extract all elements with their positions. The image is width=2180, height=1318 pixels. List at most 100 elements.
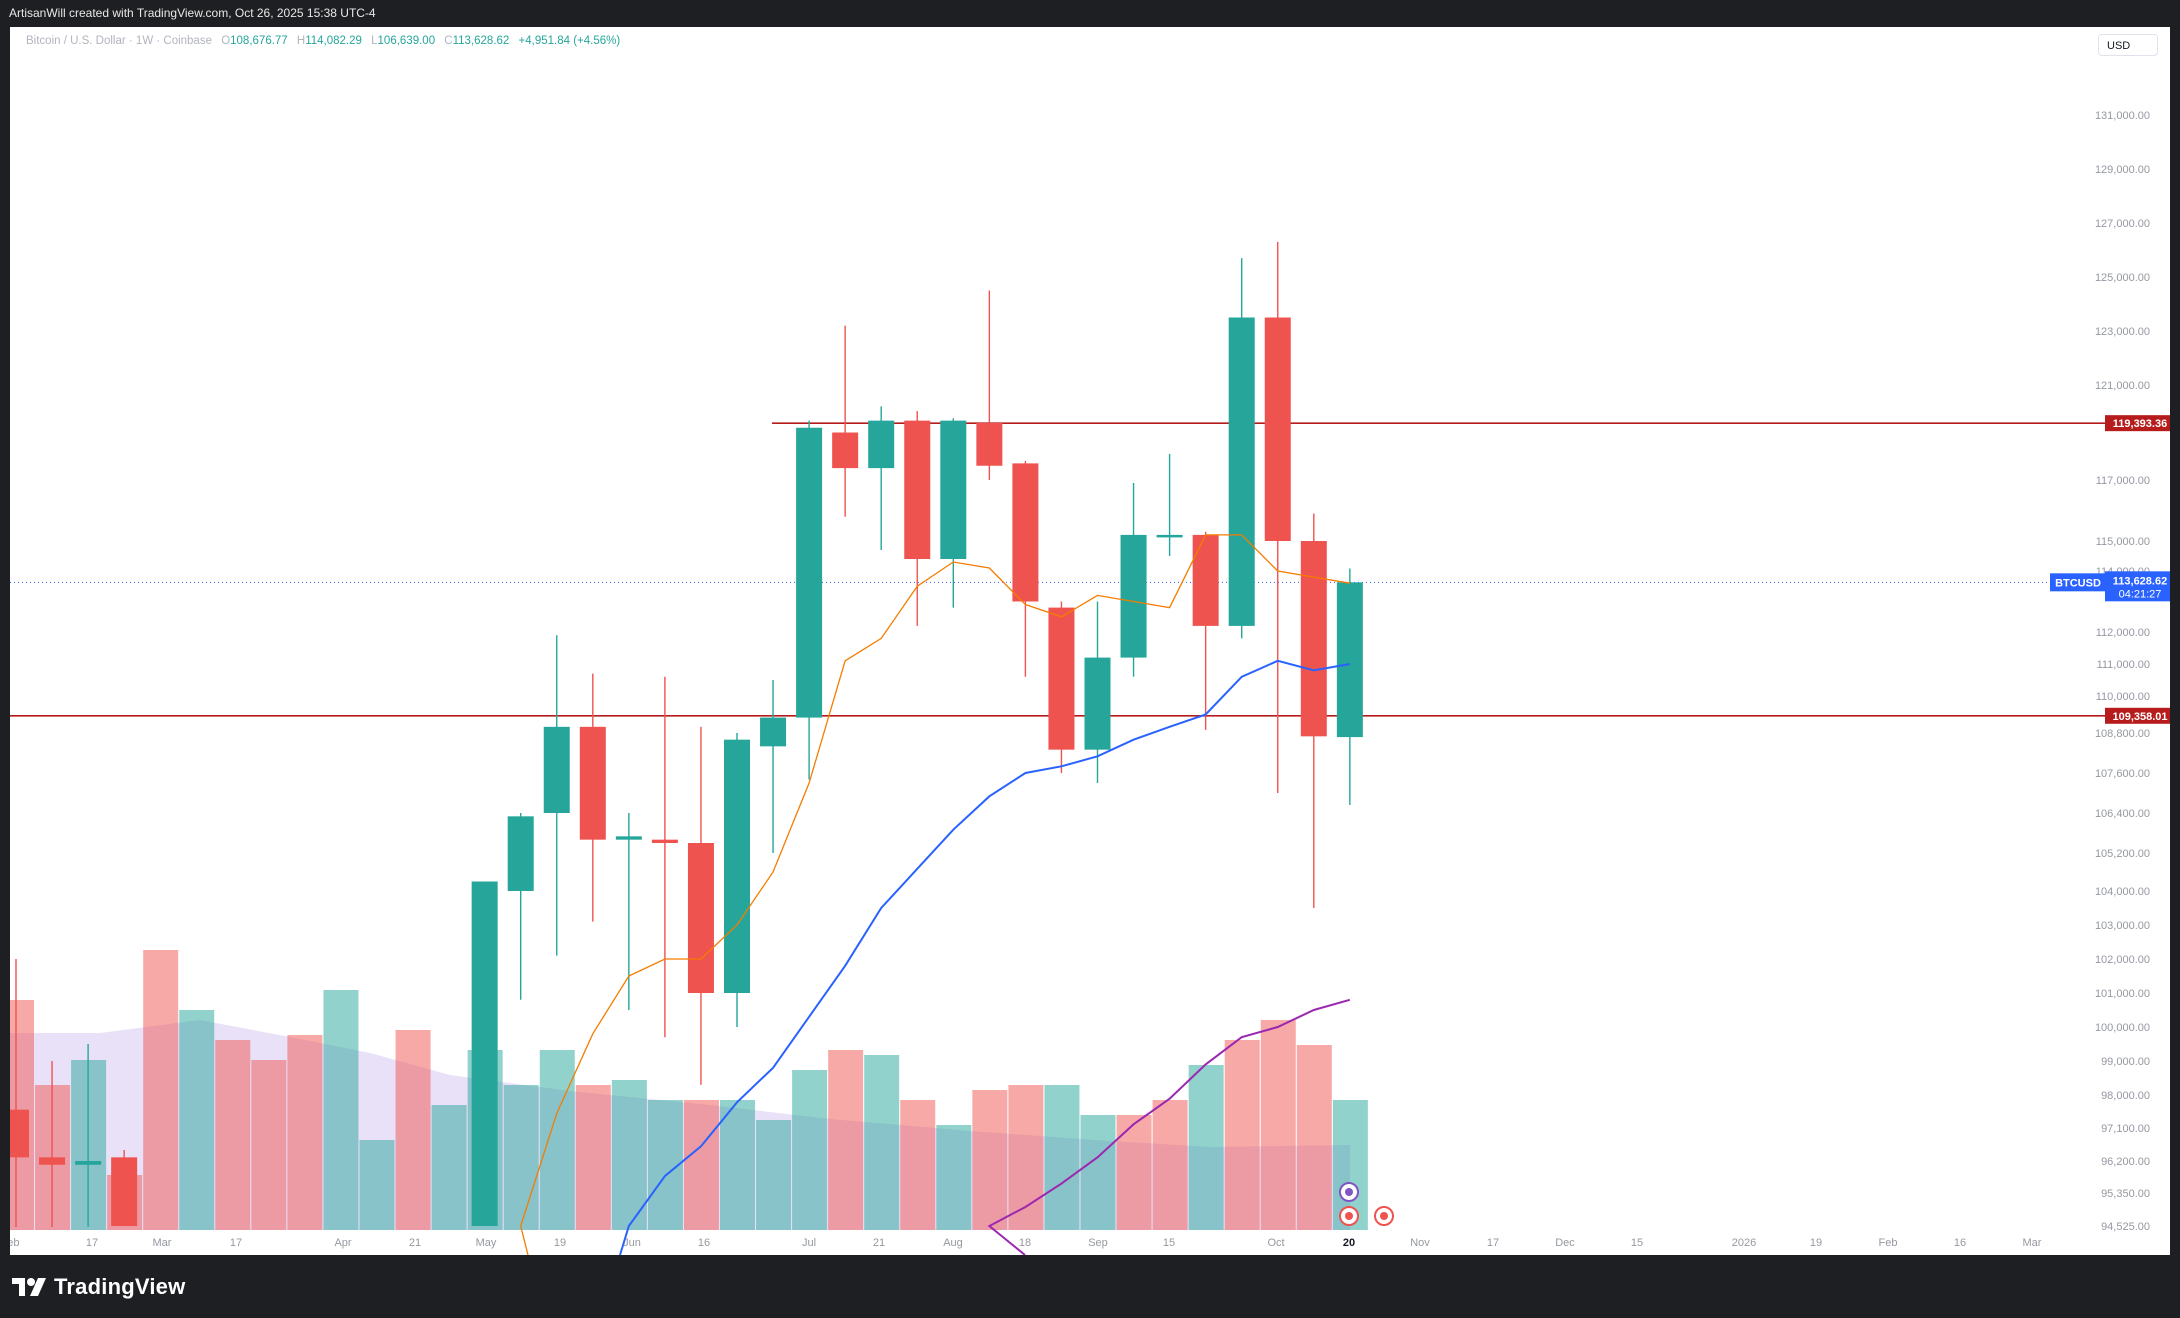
candle-body — [111, 1157, 138, 1226]
ema-line — [520, 534, 1350, 1255]
last-price-tag — [2105, 571, 2170, 602]
x-tick-label: 18 — [1019, 1237, 1031, 1249]
currency-button[interactable]: USD — [2098, 34, 2158, 56]
price-chart[interactable]: 131,000.00 129,000.00 127,000.00 125,000.00… — [10, 27, 2170, 1255]
volume-bar — [1260, 1020, 1296, 1230]
volume-bar — [431, 1105, 467, 1230]
y-tick-label: 100,000.00 — [2095, 1022, 2150, 1034]
ema-line — [987, 998, 1351, 1255]
volume-bar — [1152, 1100, 1188, 1230]
volume-bar — [323, 990, 359, 1230]
legend-open: 108,676.77 — [230, 35, 288, 47]
x-tick-label: 19 — [554, 1237, 566, 1249]
x-tick-label: 15 — [1163, 1237, 1175, 1249]
volume-bar — [287, 1035, 323, 1230]
candle-body — [976, 423, 1003, 466]
legend-low-label: L — [371, 35, 378, 47]
symbol-tag — [2050, 573, 2105, 592]
x-tick-label: 20 — [1343, 1237, 1355, 1249]
chart-frame[interactable]: 131,000.00 129,000.00 127,000.00 125,000.00… — [10, 27, 2170, 1255]
y-tick-label: 104,000.00 — [2095, 886, 2150, 898]
tradingview-icon — [12, 1278, 46, 1296]
volume-bar — [1116, 1115, 1152, 1230]
x-tick-label: 16 — [1954, 1237, 1966, 1249]
y-tick-label: 106,400.00 — [2095, 808, 2150, 820]
y-tick-label: 96,200.00 — [2101, 1156, 2150, 1168]
candle-body — [1228, 317, 1255, 626]
volume-bar — [900, 1100, 936, 1230]
y-tick-label: 121,000.00 — [2095, 380, 2150, 392]
x-tick-label: 17 — [1487, 1237, 1499, 1249]
footer-bar: TradingView — [0, 1255, 2180, 1318]
ema-line — [619, 659, 1351, 1255]
volume-bar — [1008, 1085, 1044, 1230]
legend-symbol: Bitcoin / U.S. Dollar · 1W · Coinbase — [26, 35, 212, 47]
volume-bar — [215, 1040, 251, 1230]
volume-bar — [756, 1120, 792, 1230]
volume-bar — [683, 1100, 719, 1230]
x-tick-label: Nov — [1410, 1237, 1430, 1249]
x-tick-label: Jun — [623, 1237, 641, 1249]
candle-body — [1012, 463, 1039, 602]
x-tick-label: Sep — [1088, 1237, 1108, 1249]
y-tick-label: 115,000.00 — [2096, 536, 2150, 548]
x-tick-label: Apr — [334, 1237, 351, 1249]
candle-body — [615, 836, 642, 840]
legend-close-label: C — [444, 35, 453, 47]
x-tick-label: Mar — [2023, 1237, 2042, 1249]
last-price-label: 113,628.62 — [2113, 575, 2167, 587]
candle-body — [75, 1161, 102, 1165]
y-tick-label: 110,000.00 — [2096, 691, 2150, 703]
brand-name: TradingView — [54, 1274, 186, 1299]
y-tick-label: 125,000.00 — [2095, 272, 2150, 284]
level-price-label: 119,393.36 — [2113, 418, 2167, 430]
y-tick-label: 103,000.00 — [2095, 920, 2150, 932]
volume-bar — [359, 1140, 395, 1230]
volume-bar — [828, 1050, 864, 1230]
event-marker-dot — [1345, 1212, 1353, 1220]
volume-bar — [1224, 1040, 1260, 1230]
y-tick-label: 99,000.00 — [2101, 1056, 2150, 1068]
tradingview-logo[interactable]: TradingView — [12, 1269, 185, 1305]
x-tick-label: Feb — [10, 1237, 19, 1249]
y-tick-label: 95,350.00 — [2101, 1188, 2150, 1200]
level-price-label: 109,358.01 — [2112, 711, 2167, 723]
x-tick-label: Mar — [153, 1237, 172, 1249]
legend-close: 113,628.62 — [452, 35, 510, 47]
y-tick-label: 127,000.00 — [2095, 218, 2150, 230]
symbol-tag-label: BTCUSD — [2055, 577, 2101, 589]
x-tick-label: Feb — [1879, 1237, 1898, 1249]
candle-body — [543, 726, 570, 813]
attribution-bar: ArtisanWill created with TradingView.com… — [0, 0, 2180, 27]
x-tick-label: 21 — [873, 1237, 885, 1249]
volume-bar — [179, 1010, 215, 1230]
candle-body — [760, 717, 787, 747]
x-tick-label: 17 — [86, 1237, 98, 1249]
candle-body — [687, 843, 714, 993]
legend-high: 114,082.29 — [305, 35, 362, 47]
candle-body — [507, 816, 534, 891]
y-tick-label: 129,000.00 — [2095, 164, 2150, 176]
level-price-tag — [2105, 707, 2170, 724]
volume-bar — [143, 950, 179, 1230]
y-tick-label: 117,000.00 — [2096, 475, 2150, 487]
volume-bar — [792, 1070, 828, 1230]
candle-body — [1048, 607, 1075, 750]
candle-body — [39, 1157, 66, 1165]
volume-bar — [395, 1030, 431, 1230]
y-tick-label: 112,000.00 — [2096, 627, 2150, 639]
volume-bar — [611, 1080, 647, 1230]
volume-bar — [972, 1090, 1008, 1230]
candle-body — [868, 420, 895, 469]
candle-body — [651, 839, 678, 843]
y-tick-label: 102,000.00 — [2095, 954, 2150, 966]
y-tick-label: 111,000.00 — [2097, 659, 2150, 671]
candle-body — [940, 420, 967, 559]
candle-body — [1156, 534, 1183, 538]
volume-bar — [864, 1055, 900, 1230]
legend-high-label: H — [296, 35, 306, 47]
volume-bar — [1044, 1085, 1080, 1230]
x-tick-label: 17 — [230, 1237, 242, 1249]
candle-body — [471, 881, 498, 1226]
volume-bar — [575, 1085, 611, 1230]
